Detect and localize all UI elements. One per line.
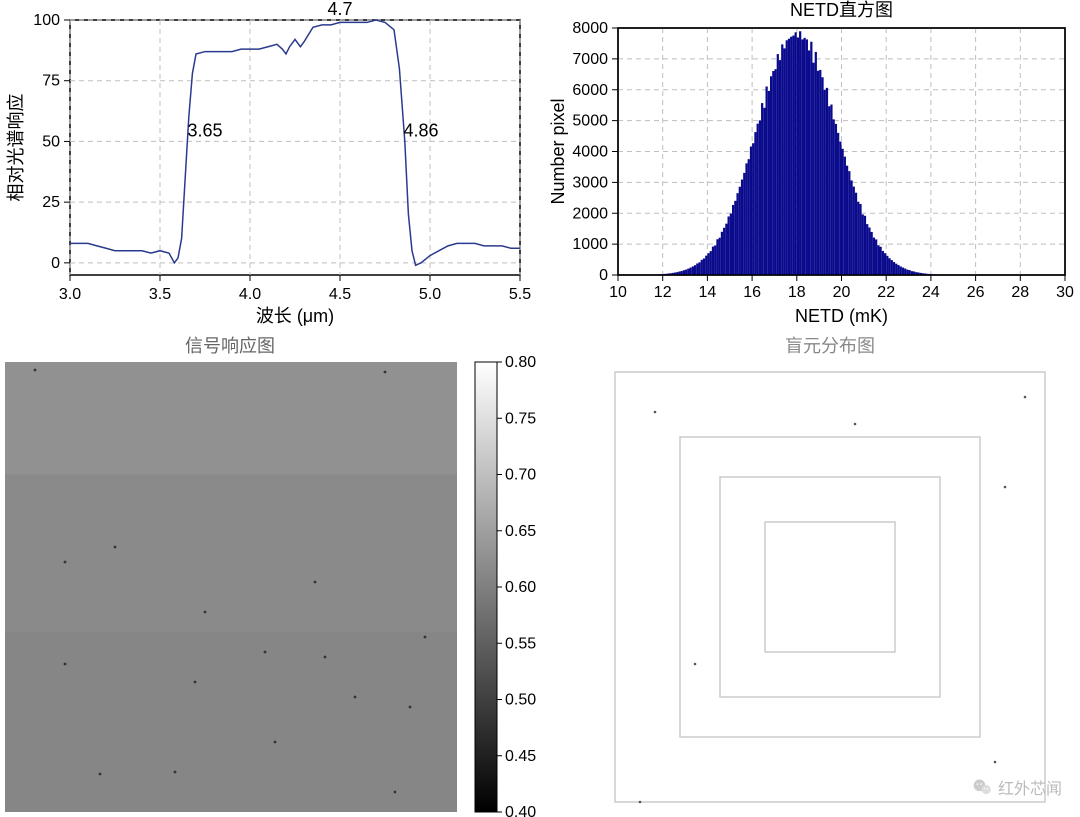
- chart-title: NETD直方图: [790, 0, 893, 20]
- ytick-label: 50: [42, 133, 60, 150]
- ylabel: Number pixel: [548, 98, 568, 204]
- ytick-label: 3000: [572, 174, 608, 191]
- blind-dot: [854, 423, 857, 426]
- xtick-label: 12: [654, 284, 672, 301]
- colorbar: [475, 362, 497, 812]
- xtick-label: 20: [833, 284, 851, 301]
- panel-title: 信号响应图: [185, 336, 275, 356]
- blind-svg: 盲元分布图: [540, 330, 1080, 817]
- colorbar-tick: 0.80: [505, 354, 536, 371]
- blind-pixel-panel: 盲元分布图 红外芯闻: [540, 330, 1080, 817]
- colorbar-tick: 0.50: [505, 692, 536, 709]
- defect-dot: [64, 663, 67, 666]
- defect-dot: [34, 369, 37, 372]
- xtick-label: 5.5: [509, 286, 531, 303]
- ylabel: 相对光谱响应: [6, 94, 26, 202]
- xtick-label: 10: [609, 284, 627, 301]
- xtick-label: 28: [1011, 284, 1029, 301]
- defect-dot: [424, 636, 427, 639]
- response-svg: 信号响应图 0.40 0.45 0.50 0.55 0.60 0.65 0.70 0.75 0.8…: [0, 330, 540, 817]
- defect-dot: [174, 771, 177, 774]
- defect-dot: [264, 651, 267, 654]
- colorbar-tick: 0.45: [505, 748, 536, 765]
- xtick-label: 4.0: [239, 286, 261, 303]
- colorbar-tick: 0.40: [505, 804, 536, 817]
- ytick-label: 4000: [572, 144, 608, 161]
- blind-dot: [654, 411, 657, 414]
- defect-dot: [384, 371, 387, 374]
- colorbar-tick: 0.55: [505, 635, 536, 652]
- xlabel: 波长 (μm): [256, 306, 334, 326]
- blind-dot: [1004, 486, 1007, 489]
- ytick-label: 2000: [572, 205, 608, 222]
- defect-dot: [64, 561, 67, 564]
- xtick-label: 18: [788, 284, 806, 301]
- defect-dot: [194, 681, 197, 684]
- colorbar-tick: 0.70: [505, 467, 536, 484]
- xtick-label: 4.5: [329, 286, 351, 303]
- spectral-response-chart: 3.0 3.5 4.0 4.5 5.0 5.5 0 25 50 75 100 3.65 4.7 4.86 波…: [0, 0, 540, 330]
- ytick-label: 0: [51, 255, 60, 272]
- annotation: 4.86: [403, 121, 438, 141]
- ytick-label: 25: [42, 194, 60, 211]
- blind-dot: [994, 761, 997, 764]
- defect-dot: [354, 696, 357, 699]
- xtick-label: 30: [1056, 284, 1074, 301]
- netd-histogram-chart: NETD直方图 10 12 14 16 18 20 22 24 26 28 30 0 1000 2000 30…: [540, 0, 1080, 330]
- ytick-label: 0: [599, 267, 608, 284]
- defect-dot: [394, 791, 397, 794]
- blind-dot: [694, 663, 697, 666]
- blind-canvas: [605, 362, 1055, 812]
- ytick-label: 100: [33, 12, 60, 29]
- colorbar-tick: 0.75: [505, 410, 536, 427]
- xtick-label: 3.0: [59, 286, 81, 303]
- ytick-label: 7000: [572, 51, 608, 68]
- defect-dot: [324, 656, 327, 659]
- xlabel: NETD (mK): [795, 306, 888, 326]
- xtick-label: 14: [699, 284, 717, 301]
- defect-dot: [409, 706, 412, 709]
- defect-dot: [314, 581, 317, 584]
- ytick-label: 8000: [572, 20, 608, 37]
- xtick-label: 5.0: [419, 286, 441, 303]
- xtick-label: 24: [922, 284, 940, 301]
- colorbar-tick: 0.65: [505, 523, 536, 540]
- signal-response-panel: 信号响应图 0.40 0.45 0.50 0.55 0.60 0.65 0.70 0.75 0.8…: [0, 330, 540, 817]
- spectral-svg: 3.0 3.5 4.0 4.5 5.0 5.5 0 25 50 75 100 3.65 4.7 4.86 波…: [0, 0, 540, 330]
- defect-dot: [114, 546, 117, 549]
- colorbar-tick: 0.60: [505, 579, 536, 596]
- xtick-label: 3.5: [149, 286, 171, 303]
- ytick-label: 75: [42, 73, 60, 90]
- defect-dot: [274, 741, 277, 744]
- defect-dot: [99, 773, 102, 776]
- blind-dot: [639, 801, 642, 804]
- defect-dot: [204, 611, 207, 614]
- xtick-label: 22: [877, 284, 895, 301]
- panel-title: 盲元分布图: [785, 336, 875, 356]
- ytick-label: 6000: [572, 82, 608, 99]
- annotation: 3.65: [187, 121, 222, 141]
- xtick-label: 16: [743, 284, 761, 301]
- xtick-label: 26: [967, 284, 985, 301]
- ytick-label: 1000: [572, 236, 608, 253]
- annotation: 4.7: [327, 0, 352, 19]
- blind-dot: [1024, 396, 1027, 399]
- histogram-svg: NETD直方图 10 12 14 16 18 20 22 24 26 28 30 0 1000 2000 30…: [540, 0, 1080, 330]
- ytick-label: 5000: [572, 113, 608, 130]
